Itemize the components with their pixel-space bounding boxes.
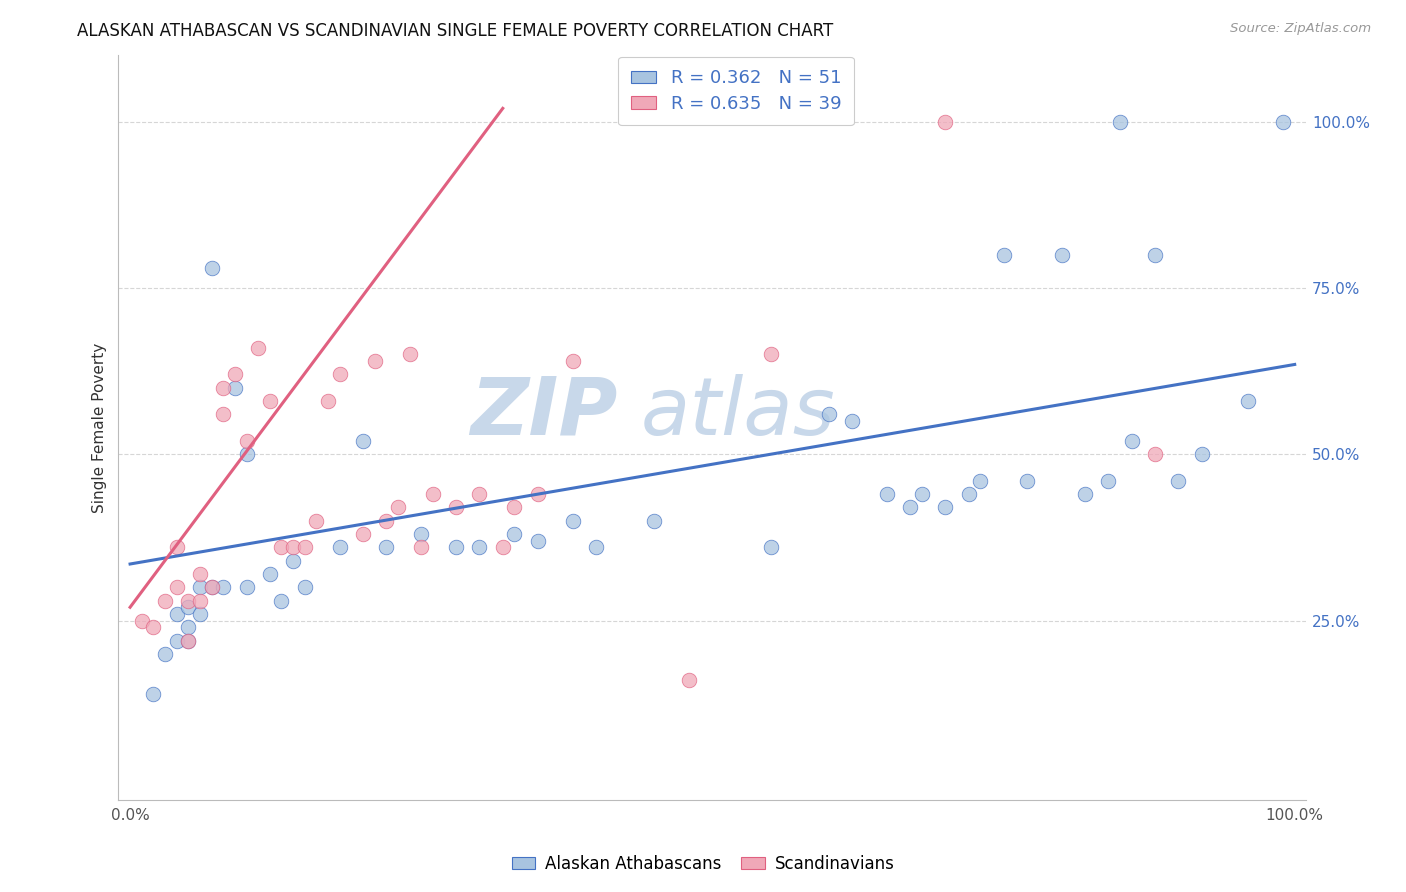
Point <box>934 500 956 515</box>
Point <box>898 500 921 515</box>
Point <box>188 566 211 581</box>
Legend: Alaskan Athabascans, Scandinavians: Alaskan Athabascans, Scandinavians <box>505 848 901 880</box>
Point <box>818 408 841 422</box>
Point <box>1237 394 1260 409</box>
Point <box>398 347 420 361</box>
Point <box>153 647 176 661</box>
Point <box>1121 434 1143 448</box>
Point <box>526 487 548 501</box>
Point <box>259 394 281 409</box>
Point <box>177 633 200 648</box>
Point <box>153 593 176 607</box>
Point <box>1015 474 1038 488</box>
Point <box>503 500 526 515</box>
Point <box>1272 114 1295 128</box>
Point <box>1191 447 1213 461</box>
Point <box>212 381 235 395</box>
Point <box>969 474 991 488</box>
Point <box>177 633 200 648</box>
Point <box>957 487 980 501</box>
Text: ALASKAN ATHABASCAN VS SCANDINAVIAN SINGLE FEMALE POVERTY CORRELATION CHART: ALASKAN ATHABASCAN VS SCANDINAVIAN SINGL… <box>77 22 834 40</box>
Point <box>305 514 328 528</box>
Point <box>444 500 467 515</box>
Point <box>166 541 188 555</box>
Point <box>142 620 165 634</box>
Point <box>177 600 200 615</box>
Point <box>142 687 165 701</box>
Point <box>411 527 433 541</box>
Point <box>166 633 188 648</box>
Point <box>247 341 270 355</box>
Legend: R = 0.362   N = 51, R = 0.635   N = 39: R = 0.362 N = 51, R = 0.635 N = 39 <box>619 57 853 125</box>
Point <box>585 541 607 555</box>
Point <box>444 541 467 555</box>
Point <box>212 580 235 594</box>
Point <box>281 541 304 555</box>
Point <box>329 368 352 382</box>
Point <box>259 566 281 581</box>
Point <box>329 541 352 555</box>
Point <box>352 434 374 448</box>
Point <box>1143 248 1166 262</box>
Point <box>911 487 934 501</box>
Point <box>934 114 956 128</box>
Point <box>188 593 211 607</box>
Point <box>503 527 526 541</box>
Point <box>526 533 548 548</box>
Point <box>201 580 224 594</box>
Point <box>235 434 257 448</box>
Text: ZIP: ZIP <box>470 374 617 451</box>
Point <box>468 541 491 555</box>
Point <box>224 368 246 382</box>
Point <box>166 580 188 594</box>
Point <box>177 620 200 634</box>
Point <box>492 541 515 555</box>
Point <box>375 514 398 528</box>
Point <box>363 354 385 368</box>
Point <box>387 500 409 515</box>
Point <box>422 487 444 501</box>
Point <box>270 541 292 555</box>
Point <box>166 607 188 621</box>
Point <box>235 447 257 461</box>
Text: Source: ZipAtlas.com: Source: ZipAtlas.com <box>1230 22 1371 36</box>
Point <box>411 541 433 555</box>
Point <box>316 394 339 409</box>
Point <box>993 248 1015 262</box>
Point <box>759 347 782 361</box>
Point <box>1097 474 1119 488</box>
Point <box>201 260 224 275</box>
Point <box>876 487 898 501</box>
Point <box>235 580 257 594</box>
Point <box>212 408 235 422</box>
Y-axis label: Single Female Poverty: Single Female Poverty <box>93 343 107 513</box>
Point <box>1050 248 1073 262</box>
Point <box>131 614 153 628</box>
Point <box>352 527 374 541</box>
Point <box>468 487 491 501</box>
Point <box>177 593 200 607</box>
Point <box>294 541 316 555</box>
Point <box>561 354 583 368</box>
Point <box>1074 487 1097 501</box>
Point <box>841 414 863 428</box>
Point <box>561 514 583 528</box>
Point <box>224 381 246 395</box>
Point <box>201 580 224 594</box>
Point <box>1109 114 1132 128</box>
Point <box>188 607 211 621</box>
Point <box>294 580 316 594</box>
Text: atlas: atlas <box>641 374 837 451</box>
Point <box>1143 447 1166 461</box>
Point <box>188 580 211 594</box>
Point <box>678 673 700 688</box>
Point <box>759 541 782 555</box>
Point <box>375 541 398 555</box>
Point <box>270 593 292 607</box>
Point <box>643 514 665 528</box>
Point <box>281 554 304 568</box>
Point <box>1167 474 1189 488</box>
